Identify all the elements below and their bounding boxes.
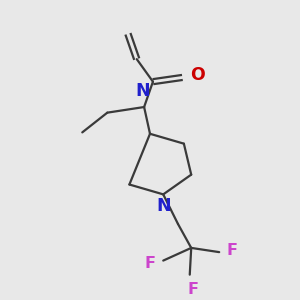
Text: N: N: [156, 197, 171, 215]
Text: F: F: [187, 282, 198, 297]
Text: F: F: [226, 243, 238, 258]
Text: F: F: [145, 256, 156, 271]
Text: N: N: [135, 82, 150, 100]
Text: O: O: [190, 66, 205, 84]
